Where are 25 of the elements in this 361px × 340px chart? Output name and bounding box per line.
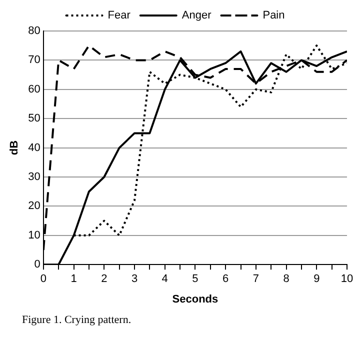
y-tick-label: 70 [28, 54, 40, 66]
x-tick-label: 5 [192, 273, 198, 286]
x-tick-label: 6 [222, 273, 229, 286]
x-tick-label: 9 [314, 273, 320, 286]
x-tick-label: 7 [252, 273, 259, 286]
legend-label: Pain [262, 10, 285, 22]
y-tick-label: 30 [28, 171, 40, 184]
y-axis-title: dB [8, 140, 21, 156]
x-tick-label: 1 [70, 273, 77, 286]
legend-label: Anger [182, 10, 212, 22]
x-tick-label: 8 [283, 273, 290, 286]
x-tick-label: 10 [340, 273, 354, 286]
x-tick-label: 3 [131, 273, 138, 286]
x-tick-label: 2 [101, 273, 108, 286]
y-tick-label: 0 [34, 258, 40, 271]
y-tick-label: 50 [28, 112, 40, 125]
y-tick-label: 60 [28, 83, 40, 96]
caption: Figure 1. Crying pattern. [21, 313, 132, 326]
y-tick-label: 20 [28, 200, 40, 212]
x-tick-label: 4 [162, 273, 168, 286]
y-tick-label: 10 [28, 229, 40, 242]
legend-label: Fear [108, 10, 131, 22]
y-tick-label: 80 [28, 25, 40, 38]
x-axis-title: Seconds [172, 293, 218, 306]
y-tick-label: 40 [28, 142, 40, 154]
